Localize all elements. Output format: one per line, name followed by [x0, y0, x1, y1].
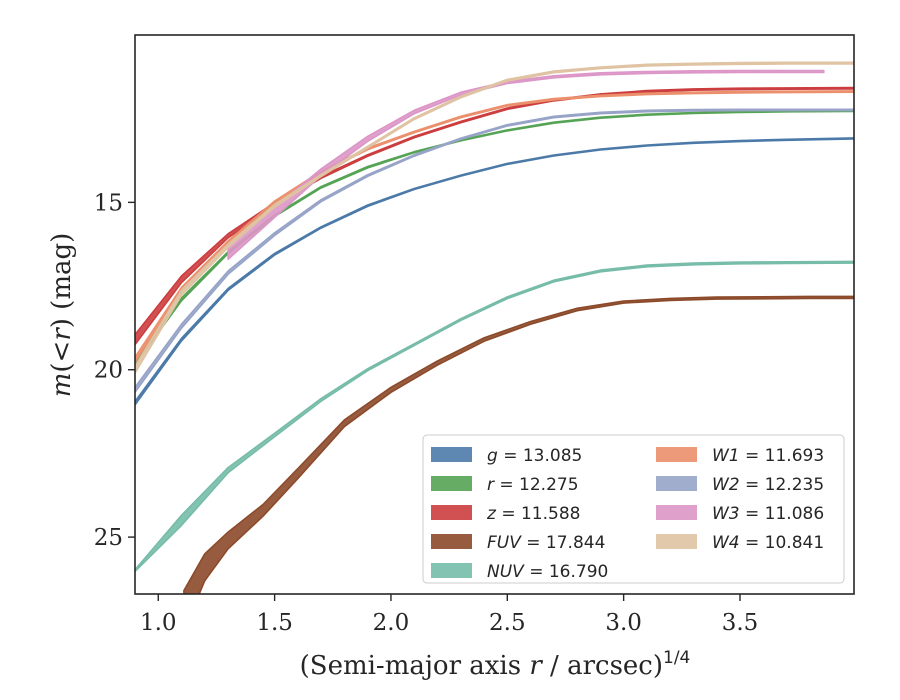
series-band-w3 [227, 69, 825, 261]
legend-label-w3: W3 = 11.086 [712, 504, 824, 524]
x-axis: 1.0 1.5 2.0 2.5 3.0 3.5 [140, 594, 758, 636]
y-axis-label-var: m [47, 373, 77, 398]
legend-frame [422, 434, 845, 584]
legend-swatch-fuv [431, 534, 472, 549]
y-tick-label: 25 [94, 525, 123, 551]
legend-swatch-r [431, 476, 472, 491]
legend-swatch-g [431, 447, 472, 462]
x-axis-label: (Semi-major axis r / arcsec)1/4 [300, 648, 691, 681]
legend-swatch-w4 [656, 534, 697, 549]
y-axis-label-text: ) (mag) [47, 233, 77, 329]
y-tick-label: 20 [94, 358, 123, 384]
y-axis: 15 20 25 [94, 190, 135, 551]
legend-swatch-z [431, 505, 472, 520]
y-tick-label: 15 [94, 190, 123, 216]
series-band-w2 [135, 108, 854, 394]
x-axis-label-text: (Semi-major axis [300, 651, 530, 681]
legend-label-w4: W4 = 10.841 [712, 533, 824, 553]
series-band-fuv [183, 295, 854, 594]
x-tick-label: 2.5 [489, 610, 526, 636]
x-tick-label: 2.0 [373, 610, 410, 636]
x-axis-label-text: / arcsec) [542, 651, 663, 681]
legend-label-r: r = 12.275 [487, 475, 579, 495]
legend-swatch-w3 [656, 505, 697, 520]
legend: g = 13.085 r = 12.275 z = 11.588 FUV = 17.8… [422, 434, 845, 584]
legend-swatch-w1 [656, 447, 697, 462]
series-band-g [135, 137, 854, 406]
x-tick-label: 3.0 [605, 610, 642, 636]
legend-label-w1: W1 = 11.693 [712, 446, 824, 466]
series-band-nuv [135, 260, 854, 573]
legend-swatch-w2 [656, 476, 697, 491]
legend-label-nuv: NUV = 16.790 [487, 562, 608, 582]
x-tick-label: 1.5 [256, 610, 293, 636]
x-axis-label-exponent: 1/4 [663, 648, 690, 668]
axes-frame [134, 34, 855, 595]
series-band-z [135, 86, 854, 346]
legend-label-fuv: FUV = 17.844 [487, 533, 605, 553]
x-axis-label-var: r [529, 651, 543, 681]
y-axis-label-text: (< [47, 341, 77, 373]
x-tick-label: 3.5 [722, 610, 759, 636]
y-axis-label: m(<r) (mag) [47, 233, 77, 398]
legend-label-g: g = 13.085 [487, 446, 582, 466]
legend-swatch-nuv [431, 563, 472, 578]
legend-label-w2: W2 = 12.235 [712, 475, 824, 495]
series-band-w4 [135, 61, 854, 374]
legend-label-z: z = 11.588 [486, 504, 580, 524]
plot-area [135, 61, 854, 594]
x-tick-label: 1.0 [140, 610, 177, 636]
series-band-r [135, 109, 854, 366]
y-axis-label-var: r [47, 327, 77, 341]
